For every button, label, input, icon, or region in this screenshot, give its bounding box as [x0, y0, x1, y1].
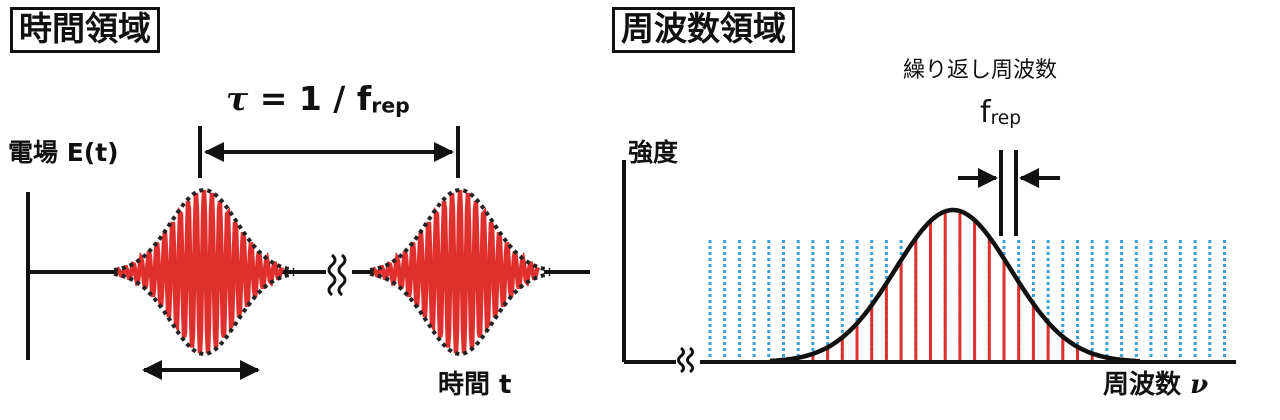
pulse-2-envelope-bottom [369, 272, 551, 357]
pulse-2-carrier-wave [370, 189, 541, 354]
pulse-1-envelope-top [113, 187, 295, 272]
tau-symbol: τ [226, 79, 249, 118]
frep-label: frep [980, 98, 1021, 129]
pulse-1-carrier-wave [114, 189, 285, 354]
period-subscript: rep [371, 93, 410, 118]
repetition-frequency-caption: 繰り返し周波数 [903, 58, 1058, 83]
frep-subscript: rep [990, 108, 1022, 130]
spectrum-envelope [769, 207, 1141, 364]
time-axis-label: 時間 t [438, 370, 512, 400]
electric-field-label: 電場 E(t) [8, 138, 119, 167]
frequency-axis-text: 周波数 [1103, 370, 1191, 400]
comb-lines-under-spectrum [796, 211, 1109, 360]
nu-symbol: ν [1190, 370, 1209, 400]
time-axis-break-icon [327, 253, 347, 297]
period-label: τ = 1 / frep [226, 82, 410, 116]
frequency-axis-label: 周波数 ν [1103, 372, 1208, 398]
period-equation: = 1 / f [248, 79, 372, 118]
pulse-1-envelope-bottom [113, 272, 295, 357]
frep-base: f [980, 95, 991, 130]
pulse-2-envelope-top [369, 187, 551, 272]
freq-axis-break-icon [677, 346, 694, 374]
freq-domain-title: 周波数領域 [612, 7, 795, 53]
time-domain-title: 時間領域 [10, 7, 160, 53]
comb-lines-dashed [708, 240, 1226, 360]
intensity-label: 強度 [628, 138, 679, 167]
